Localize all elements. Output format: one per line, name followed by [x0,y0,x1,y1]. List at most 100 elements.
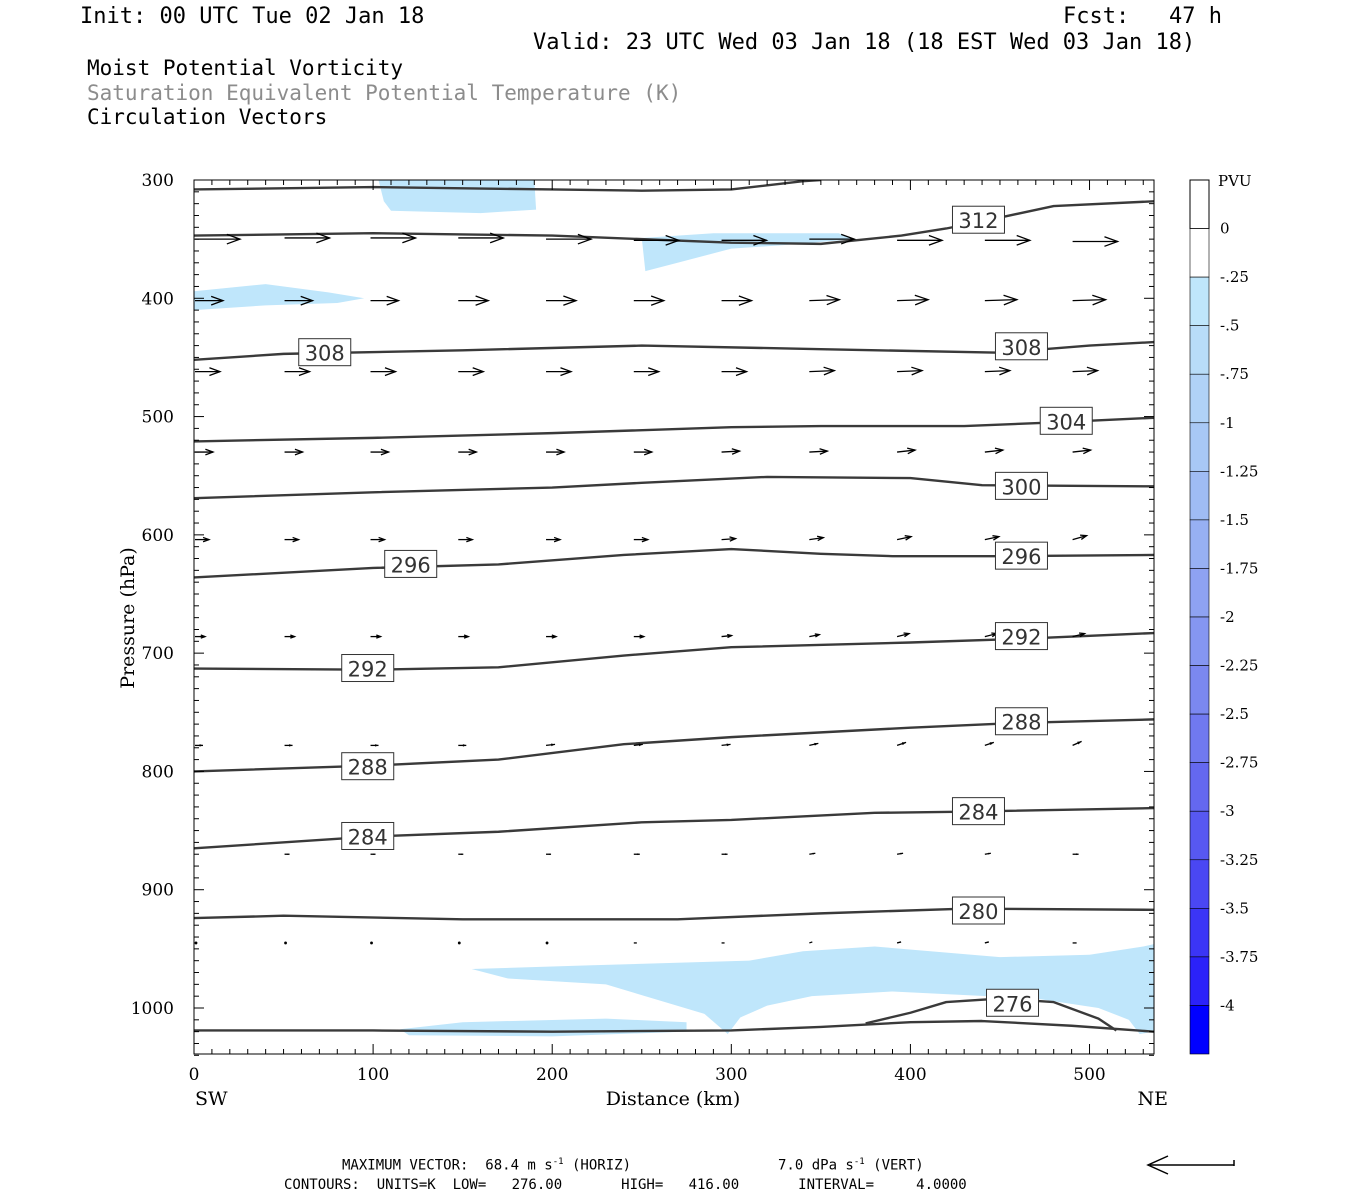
x-tick-label: 200 [536,1065,568,1085]
contour-label-box [341,752,395,781]
vector-arrow [370,232,418,244]
vector-shaft [1072,449,1091,453]
vector-arrow [984,234,1032,246]
vector-dot [194,941,198,945]
colorbar-cell [1189,616,1210,666]
vector-arrow [284,853,290,856]
vector-head [639,634,646,639]
vector-arrow [897,366,924,376]
mpv-region-3 [471,944,1154,1035]
contour-label-text: 308 [1001,336,1041,360]
vector-arrow [1072,236,1120,247]
contour-label-text: 284 [348,825,388,849]
vector-arrow [370,744,379,747]
y-tick-label: 500 [142,408,174,428]
y-tick-label: 900 [142,881,174,901]
vector-shaft [984,632,998,638]
sw-label: SW [195,1088,228,1110]
vector-head [911,366,924,376]
vector-head [816,535,826,542]
contour-label-box [384,549,438,578]
vector-arrow [721,536,738,542]
vector-head [914,294,930,306]
vector-head [298,367,312,377]
vector-arrow [370,941,373,945]
theta-contour-312-1 [194,200,1154,246]
plot-frame [193,179,1155,1055]
vector-arrow [458,367,486,377]
contour-label-box [994,622,1048,651]
vector-head [461,853,464,856]
colorbar-cell [1189,228,1210,278]
contour-label-box [994,707,1048,736]
vector-arrow [897,234,944,246]
vector-head [560,367,573,377]
vector-head [380,448,391,456]
contour-label-box [951,205,1005,234]
contour-label-304: 304 [1039,406,1093,435]
vector-head [551,743,556,747]
colorbar-tick-label: -1.75 [1220,559,1258,577]
vector-shaft [897,299,929,302]
vector-arrow [370,367,398,377]
vector-head [378,536,387,543]
vector-arrow [546,853,552,856]
vector-dot [370,941,373,945]
contour-label-text: 288 [348,756,388,780]
vector-head [988,852,991,855]
minor-ticks [193,179,1154,1056]
vector-arrow [721,743,731,747]
vector-arrow [633,295,666,306]
y-tick-label: 300 [142,171,174,191]
vector-head [826,294,842,306]
vector-shaft [721,537,736,541]
vector-arrow [195,536,211,543]
vector-head [638,743,643,747]
vector-arrow [633,853,640,856]
vector-shaft [984,299,1017,302]
contour-label-box [994,541,1048,570]
vector-head [901,742,907,746]
vector-head [723,942,725,944]
vector-dot [545,941,549,945]
colorbar-cell [1189,908,1210,958]
colorbar-tick-label: -1.25 [1220,462,1258,480]
contour-info: CONTOURS: UNITS=K LOW= 276.00 HIGH= 416.… [284,1177,967,1193]
theta-contour-280-14 [194,907,1154,921]
vector-arrow [809,233,857,245]
y-tick-label: 400 [142,289,174,309]
vector-head [665,234,681,246]
vector-arrow [458,448,479,456]
colorbar-cell [1189,810,1210,861]
vector-head [899,941,902,943]
contour-label-box [341,654,395,683]
vector-shaft [1072,632,1085,638]
vector-head [735,367,749,377]
vector-head [725,853,728,856]
vector-arrow [195,295,225,306]
colorbar-cell [1189,713,1210,763]
vector-head [729,536,738,542]
vector-arrow [984,294,1019,306]
vector-head [556,448,566,456]
contour-label-box [994,471,1048,500]
vector-head [202,536,211,543]
contour-label-text: 304 [1046,410,1086,434]
vector-arrow [721,942,725,944]
vector-arrow [458,853,464,856]
vector-head [650,295,666,306]
vector-arrow [546,448,566,456]
title-mpv: Moist Potential Vorticity [87,56,404,80]
vector-head [316,232,332,244]
vector-arrow [1072,632,1087,638]
vector-head [472,367,486,377]
vector-arrow [370,448,391,456]
title-circulation: Circulation Vectors [87,105,328,129]
vert-vector-text: 7.0 dPa s-1 (VERT) [778,1157,924,1174]
vector-head [294,448,305,456]
vector-head [907,447,917,455]
contour-label-288: 288 [341,752,395,781]
vector-arrow [897,294,930,306]
y-tick-label: 700 [142,644,174,664]
